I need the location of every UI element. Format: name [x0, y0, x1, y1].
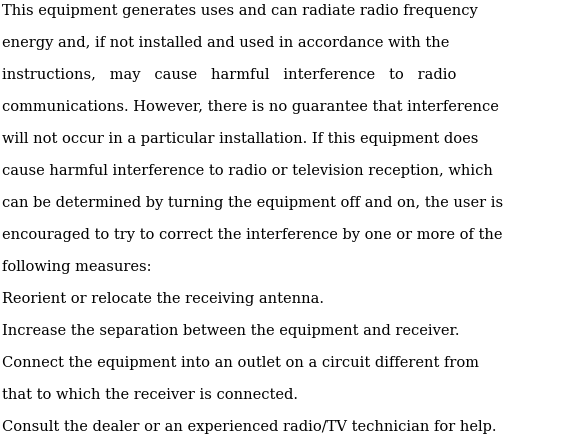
Text: Reorient or relocate the receiving antenna.: Reorient or relocate the receiving anten…: [2, 292, 324, 306]
Text: that to which the receiver is connected.: that to which the receiver is connected.: [2, 388, 298, 402]
Text: This equipment generates uses and can radiate radio frequency: This equipment generates uses and can ra…: [2, 4, 478, 18]
Text: energy and, if not installed and used in accordance with the: energy and, if not installed and used in…: [2, 36, 449, 50]
Text: Connect the equipment into an outlet on a circuit different from: Connect the equipment into an outlet on …: [2, 356, 479, 370]
Text: Increase the separation between the equipment and receiver.: Increase the separation between the equi…: [2, 324, 460, 338]
Text: communications. However, there is no guarantee that interference: communications. However, there is no gua…: [2, 100, 499, 114]
Text: encouraged to try to correct the interference by one or more of the: encouraged to try to correct the interfe…: [2, 228, 502, 242]
Text: will not occur in a particular installation. If this equipment does: will not occur in a particular installat…: [2, 132, 478, 146]
Text: can be determined by turning the equipment off and on, the user is: can be determined by turning the equipme…: [2, 196, 503, 210]
Text: following measures:: following measures:: [2, 260, 151, 274]
Text: Consult the dealer or an experienced radio/TV technician for help.: Consult the dealer or an experienced rad…: [2, 420, 496, 434]
Text: cause harmful interference to radio or television reception, which: cause harmful interference to radio or t…: [2, 164, 493, 178]
Text: instructions,   may   cause   harmful   interference   to   radio: instructions, may cause harmful interfer…: [2, 68, 456, 82]
